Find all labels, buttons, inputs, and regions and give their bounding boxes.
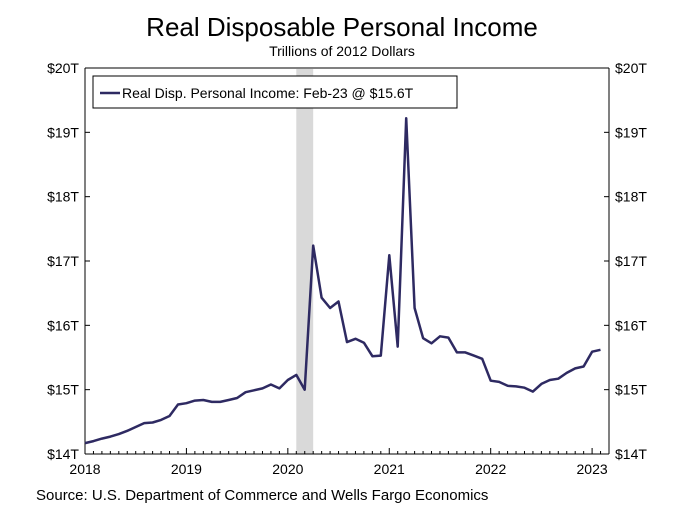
y-tick-label-left: $20T xyxy=(47,60,79,76)
chart-subtitle: Trillions of 2012 Dollars xyxy=(269,43,415,59)
y-tick-label-right: $16T xyxy=(615,317,647,333)
y-tick-label-right: $18T xyxy=(615,189,647,205)
recession-band xyxy=(296,69,314,454)
y-tick-label-right: $19T xyxy=(615,124,647,140)
y-tick-label-left: $14T xyxy=(47,446,79,462)
y-tick-label-right: $17T xyxy=(615,253,647,269)
x-tick-label: 2018 xyxy=(69,461,100,477)
y-tick-label-right: $15T xyxy=(615,382,647,398)
y-tick-label-left: $17T xyxy=(47,253,79,269)
y-tick-label-left: $18T xyxy=(47,189,79,205)
legend-label: Real Disp. Personal Income: Feb-23 @ $15… xyxy=(122,85,414,101)
series-layer xyxy=(84,116,601,445)
y-tick-label-right: $20T xyxy=(615,60,647,76)
y-tick-label-left: $15T xyxy=(47,382,79,398)
legend-box xyxy=(92,75,458,109)
chart-title: Real Disposable Personal Income xyxy=(146,12,538,42)
recession-shading-layer xyxy=(296,69,314,454)
y-tick-label-left: $16T xyxy=(47,317,79,333)
y-tick-label-right: $14T xyxy=(615,446,647,462)
series-line xyxy=(84,116,601,445)
x-tick-label: 2019 xyxy=(171,461,202,477)
x-tick-label: 2020 xyxy=(272,461,303,477)
x-tick-label: 2021 xyxy=(374,461,405,477)
axes: $14T $15T $16T $17T $18T $19T $20T $14T $15T $16T… xyxy=(47,60,647,477)
source-note: Source: U.S. Department of Commerce and … xyxy=(36,487,489,504)
y-tick-label-left: $19T xyxy=(47,124,79,140)
x-tick-label: 2023 xyxy=(577,461,608,477)
legend: Real Disp. Personal Income: Feb-23 @ $15… xyxy=(92,75,458,109)
x-tick-label: 2022 xyxy=(475,461,506,477)
